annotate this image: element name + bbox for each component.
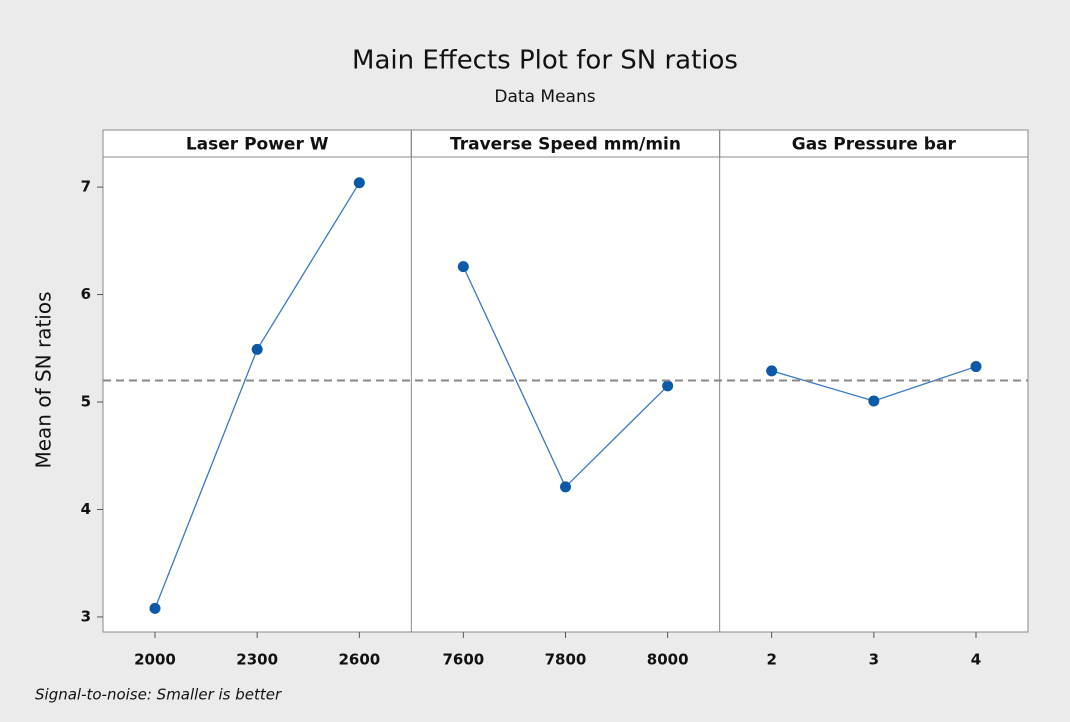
point xyxy=(560,481,571,493)
panel-header xyxy=(102,129,412,158)
y-tick-label: 3 xyxy=(81,607,91,625)
x-tick-label: 4 xyxy=(971,651,981,669)
x-tick-label: 2000 xyxy=(134,651,176,669)
y-tick-label: 6 xyxy=(81,285,91,303)
y-tick-label: 7 xyxy=(81,178,91,196)
point xyxy=(766,365,778,377)
point xyxy=(149,602,161,614)
point xyxy=(457,261,469,273)
x-tick-label: 2300 xyxy=(236,651,278,669)
panel-label: Gas Pressure bar xyxy=(792,135,957,155)
point xyxy=(662,380,674,392)
point xyxy=(868,395,880,407)
y-axis-label: Mean of SN ratios xyxy=(32,291,56,468)
y-tick-label: 4 xyxy=(81,500,91,518)
panel-label: Laser Power W xyxy=(186,135,329,155)
x-tick-label: 7600 xyxy=(442,651,484,669)
chart-title: Main Effects Plot for SN ratios xyxy=(352,46,738,76)
y-tick-label: 5 xyxy=(81,393,91,411)
x-tick-label: 2600 xyxy=(338,651,380,669)
chart-subtitle: Data Means xyxy=(494,87,595,107)
panel-header xyxy=(719,129,1029,158)
point xyxy=(353,177,365,189)
x-tick-label: 2 xyxy=(766,651,776,669)
point xyxy=(251,343,263,355)
panel-label: Traverse Speed mm/min xyxy=(450,135,681,155)
point xyxy=(970,361,982,373)
footnote: Signal-to-noise: Smaller is better xyxy=(35,686,282,704)
x-tick-label: 3 xyxy=(869,651,879,669)
x-tick-label: 8000 xyxy=(647,651,689,669)
panel-header xyxy=(410,129,721,158)
x-tick-label: 7800 xyxy=(545,651,587,669)
